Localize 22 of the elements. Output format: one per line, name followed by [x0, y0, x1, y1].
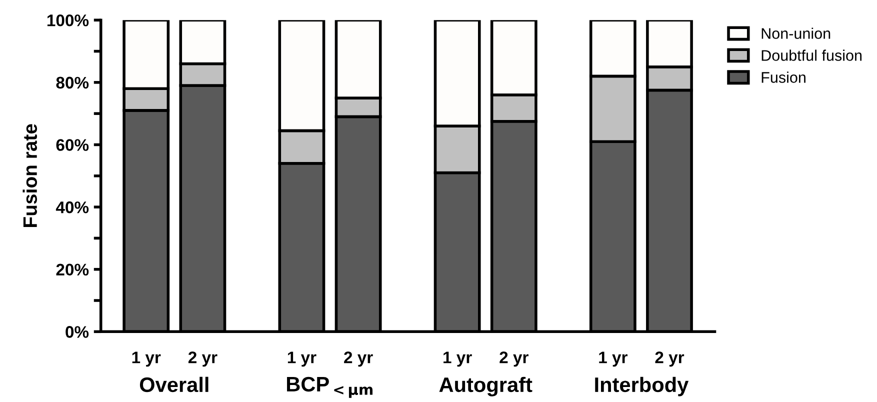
- x-tick-label: 2 yr: [655, 352, 684, 367]
- x-tick-label: 2 yr: [500, 352, 528, 367]
- y-tick-label: 40%: [56, 201, 89, 214]
- y-tick-label: 80%: [56, 76, 89, 89]
- x-tick-label: 1 yr: [599, 352, 628, 367]
- x-tick-label: 1 yr: [444, 352, 472, 367]
- text: BCP$_{<μm}$: [287, 376, 372, 398]
- y-tick-label: 20%: [56, 264, 89, 276]
- x-tick-label: 1 yr: [288, 352, 316, 367]
- y-tick-label: 0%: [66, 326, 89, 338]
- legend-label: Doubtful fusion: [762, 50, 862, 61]
- text: Autograft: [439, 376, 532, 396]
- y-tick-label: 60%: [56, 139, 89, 151]
- x-tick-label: 2 yr: [188, 352, 218, 367]
- x-tick-label: 2 yr: [344, 352, 373, 367]
- y-axis-title: Fusion rate: [22, 124, 38, 227]
- text: Interbody: [595, 376, 689, 396]
- x-tick-label: 1 yr: [132, 352, 161, 367]
- legend-label: Fusion: [762, 72, 806, 83]
- text: Overall: [140, 376, 208, 392]
- legend-label: Non-union: [762, 28, 830, 39]
- y-tick-label: 100%: [47, 14, 89, 26]
